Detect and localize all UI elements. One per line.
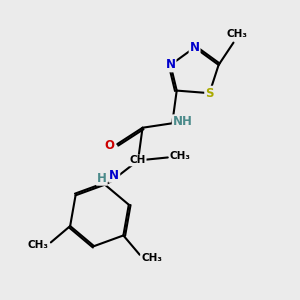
Text: CH₃: CH₃ [226, 29, 248, 39]
Text: CH₃: CH₃ [170, 151, 191, 161]
Text: N: N [190, 41, 200, 54]
Text: CH₃: CH₃ [28, 240, 49, 250]
Text: O: O [104, 139, 114, 152]
Text: N: N [109, 169, 119, 182]
Text: H: H [97, 172, 107, 185]
Text: CH: CH [129, 155, 146, 165]
Text: N: N [166, 58, 176, 71]
Text: NH: NH [173, 115, 193, 128]
Text: CH₃: CH₃ [141, 253, 162, 263]
Text: S: S [205, 87, 214, 100]
